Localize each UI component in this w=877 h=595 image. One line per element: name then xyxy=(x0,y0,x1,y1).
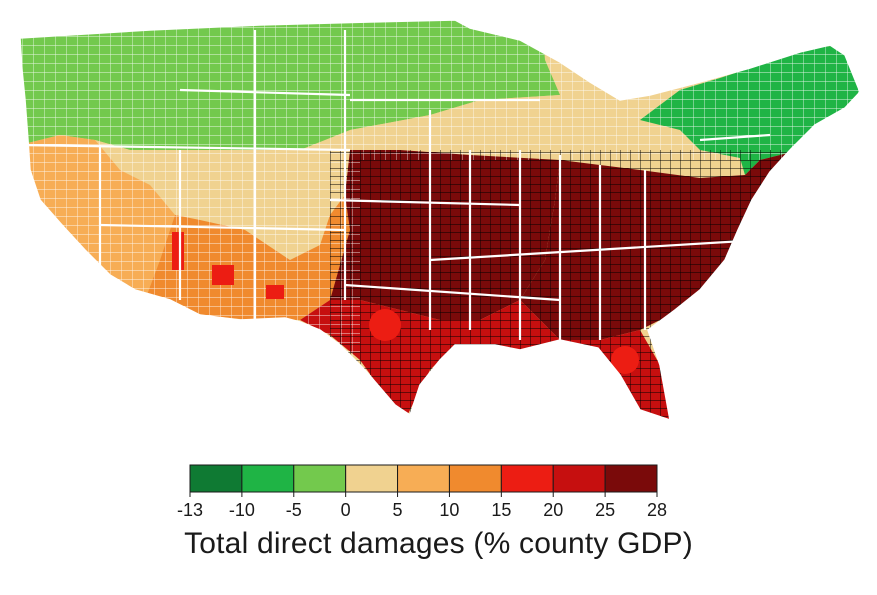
legend-tick-label: -10 xyxy=(229,500,255,520)
hotspot-nevada xyxy=(172,232,184,270)
legend-bin-6 xyxy=(500,464,554,493)
hotspot-arizona xyxy=(212,265,234,285)
legend-bin-3 xyxy=(345,464,399,493)
hotspot-texas xyxy=(369,309,401,341)
legend-tick-label: 10 xyxy=(439,500,459,520)
legend-tick-label: 15 xyxy=(491,500,511,520)
county-grid-north xyxy=(360,20,860,160)
hotspot-new-mexico xyxy=(266,285,284,299)
legend-bin-4 xyxy=(397,464,450,493)
legend-tick-label: -13 xyxy=(177,500,203,520)
legend-tick-label: 28 xyxy=(647,500,667,520)
legend-bin-0 xyxy=(189,464,243,493)
legend-tick-label: 20 xyxy=(543,500,563,520)
state-borders xyxy=(20,30,771,340)
map-regions xyxy=(20,20,860,420)
legend-tick-label: 25 xyxy=(595,500,615,520)
us-county-map xyxy=(19,19,861,421)
hotspot-florida xyxy=(611,346,639,374)
legend-bin-1 xyxy=(241,464,295,493)
legend-tick-label: -5 xyxy=(286,500,302,520)
legend: -13 -10 -5 0 5 10 15 20 25 28 Total direct damage… xyxy=(0,455,877,595)
county-grid-south xyxy=(330,150,860,420)
legend-bin-2 xyxy=(293,464,347,493)
legend-bin-7 xyxy=(552,464,606,493)
legend-tick-label: 0 xyxy=(341,500,351,520)
legend-bin-8 xyxy=(604,464,658,493)
legend-title: Total direct damages (% county GDP) xyxy=(184,527,693,560)
legend-tick-label: 5 xyxy=(393,500,403,520)
map-svg xyxy=(19,19,861,421)
legend-colorbar: -13 -10 -5 0 5 10 15 20 25 28 xyxy=(177,464,667,520)
legend-bin-5 xyxy=(448,464,502,493)
